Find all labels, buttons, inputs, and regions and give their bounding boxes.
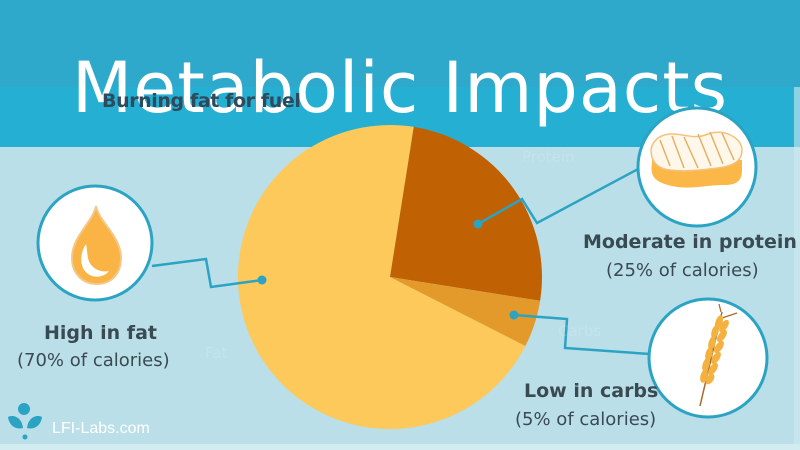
protein-icon-badge <box>636 106 758 228</box>
carbs-label-detail: (5% of calories) <box>515 409 657 430</box>
carbs-icon-badge <box>647 297 769 419</box>
steak-icon <box>650 131 743 188</box>
edge-strip <box>794 87 800 450</box>
ghost-label-protein: Protein <box>522 148 575 166</box>
ghost-label-fat: Fat <box>205 344 228 362</box>
carbs-label-title: Low in carbs <box>524 380 659 402</box>
protein-label-detail: (25% of calories) <box>606 260 759 281</box>
fat-label-title: High in fat <box>44 322 157 344</box>
chart-subtitle: Burning fat for fuel <box>102 90 301 112</box>
ghost-label-carbs: Carbs <box>558 322 602 340</box>
connector-carbs <box>509 310 651 356</box>
wheat-icon <box>699 303 738 407</box>
fat-icon-badge <box>36 184 154 302</box>
lfi-labs-logo-icon <box>8 403 42 440</box>
logo-text: LFI-Labs.com <box>52 420 150 437</box>
connector-protein <box>473 166 641 229</box>
connector-fat <box>151 257 267 289</box>
pie-slice-carbs <box>390 277 541 346</box>
bottom-strip <box>0 444 800 450</box>
fat-label-detail: (70% of calories) <box>17 350 170 371</box>
page-title: Metabolic Impacts <box>71 46 729 129</box>
oil-drop-icon <box>70 205 123 286</box>
pie-slice-fat <box>237 125 526 430</box>
pie-slice-protein <box>390 126 542 301</box>
protein-label-title: Moderate in protein <box>583 231 797 253</box>
header-band <box>0 0 800 87</box>
